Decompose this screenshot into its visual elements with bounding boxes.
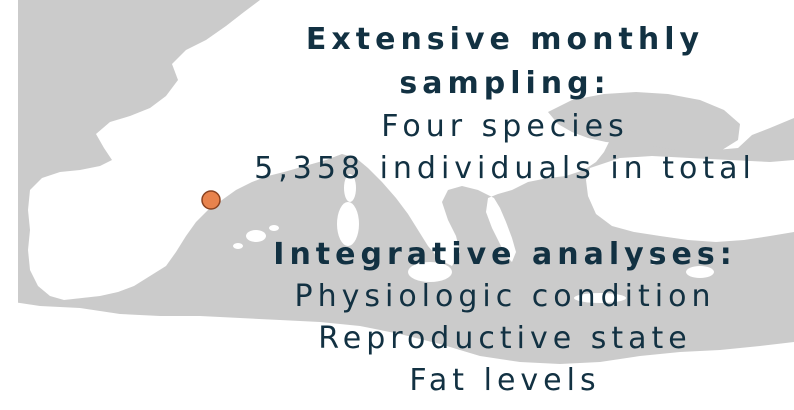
island-balearic-mallorca [246, 230, 266, 242]
island-cyprus [686, 266, 714, 278]
landmass-anatolia [586, 156, 794, 242]
island-corsica [344, 174, 356, 202]
black-sea [548, 92, 740, 152]
sampling-heading-line1: Extensive monthly [305, 22, 705, 57]
individuals-count: 5,358 individuals in total [254, 151, 756, 186]
island-balearic-ibiza [233, 243, 243, 249]
landmass-europe [28, 0, 794, 300]
island-rhodes [650, 259, 658, 265]
analysis-item: Reproductive state [318, 321, 692, 356]
island-balearic-menorca [269, 225, 279, 231]
species-count: Four species [381, 109, 629, 144]
island-sardinia [337, 202, 359, 246]
analyses-heading: Integrative analyses: [273, 237, 737, 272]
analysis-item: Fat levels [409, 363, 601, 398]
landmass-africa [0, 300, 794, 410]
island-crete [574, 293, 626, 303]
island-sicily [408, 262, 452, 282]
sampling-site-marker-icon [201, 190, 221, 210]
sampling-heading-line2: sampling: [399, 66, 611, 101]
analysis-item: Physiologic condition [294, 279, 716, 314]
